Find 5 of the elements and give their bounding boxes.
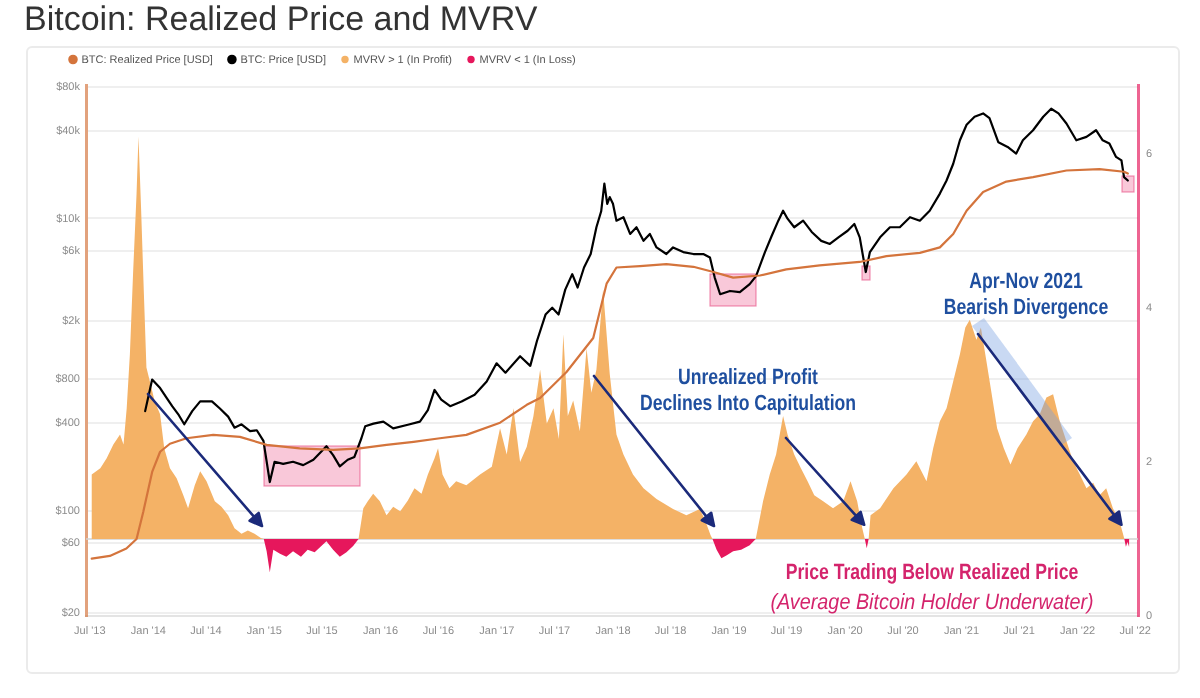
annotation: Apr-Nov 2021 Bearish Divergence bbox=[943, 270, 1109, 322]
annotation: (Average Bitcoin Holder Underwater) bbox=[770, 591, 1094, 617]
annotation: Unrealized Profit Declines Into Capitulation bbox=[639, 366, 857, 418]
annotation: Price Trading Below Realized Price bbox=[785, 561, 1079, 587]
chart-title: Bitcoin: Realized Price and MVRV bbox=[24, 0, 538, 40]
